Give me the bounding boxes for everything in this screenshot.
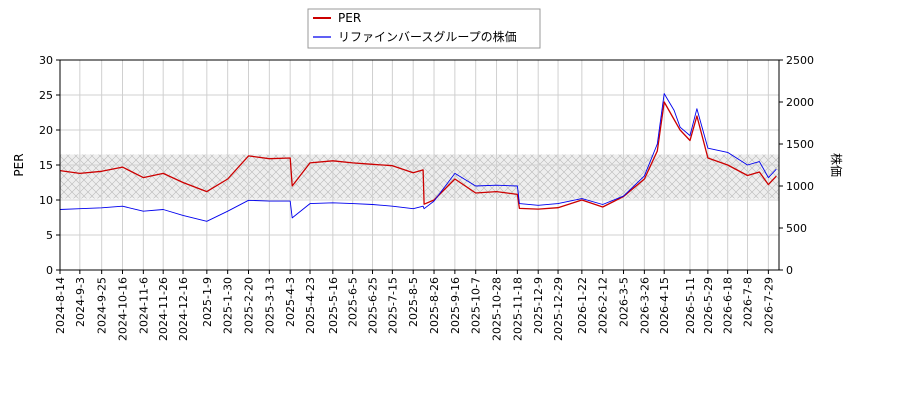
series-group — [59, 93, 777, 222]
y-left-tick-label: 15 — [39, 159, 53, 172]
x-tick-label: 2024-10-16 — [117, 277, 130, 341]
y-left-tick-label: 30 — [39, 54, 53, 67]
x-tick-label: 2026-1-22 — [576, 277, 589, 334]
x-tick-label: 2025-6-5 — [347, 277, 360, 327]
x-tick-label: 2026-3-26 — [638, 277, 651, 334]
y-right-tick-label: 2500 — [786, 54, 814, 67]
y-axis-left: 0 5 10 15 20 25 30 — [39, 54, 60, 277]
x-tick-label: 2025-6-25 — [367, 277, 380, 334]
x-tick-label: 2025-1-30 — [222, 277, 235, 334]
x-tick-label: 2024-11-6 — [137, 277, 150, 334]
x-tick-label: 2025-5-16 — [327, 277, 340, 334]
x-tick-label: 2026-5-11 — [684, 277, 697, 334]
legend-label-per: PER — [338, 11, 361, 25]
x-tick-label: 2025-10-7 — [470, 277, 483, 334]
x-tick-label: 2025-10-28 — [491, 277, 504, 341]
y-left-tick-label: 5 — [46, 229, 53, 242]
y-left-tick-label: 20 — [39, 124, 53, 137]
legend: PER リファインバースグループの株価 — [307, 8, 541, 49]
band-hatch — [60, 154, 779, 199]
x-tick-label: 2025-4-3 — [284, 277, 297, 327]
x-tick-label: 2025-4-23 — [304, 277, 317, 334]
x-tick-label: 2025-8-26 — [428, 277, 441, 334]
grid — [59, 59, 779, 271]
x-tick-label: 2026-5-29 — [702, 277, 715, 334]
x-tick-label: 2026-3-5 — [618, 277, 631, 327]
x-axis: 2024-8-14 2024-9-3 2024-9-25 2024-10-16 2024… — [54, 270, 775, 341]
x-tick-label: 2025-8-5 — [407, 277, 420, 327]
x-tick-label: 2025-11-18 — [511, 277, 524, 341]
x-tick-label: 2026-2-12 — [597, 277, 610, 334]
x-tick-label: 2025-2-20 — [243, 277, 256, 334]
x-tick-label: 2025-12-9 — [532, 277, 545, 334]
x-tick-label: 2026-7-8 — [742, 277, 755, 327]
y-axis-right-label: 株価 — [829, 153, 844, 177]
x-tick-label: 2026-6-18 — [722, 277, 735, 334]
y-left-tick-label: 10 — [39, 194, 53, 207]
x-tick-label: 2025-3-13 — [263, 277, 276, 334]
x-tick-label: 2024-11-26 — [157, 277, 170, 341]
x-tick-label: 2024-8-14 — [54, 277, 67, 334]
y-left-tick-label: 25 — [39, 89, 53, 102]
series-line-per — [59, 101, 777, 210]
y-right-tick-label: 0 — [786, 264, 793, 277]
x-tick-label: 2025-7-15 — [386, 277, 399, 334]
x-tick-label: 2026-7-29 — [762, 277, 775, 334]
y-right-tick-label: 1000 — [786, 180, 814, 193]
x-tick-label: 2024-9-25 — [96, 277, 109, 334]
y-right-tick-label: 1500 — [786, 138, 814, 151]
legend-label-price: リファインバースグループの株価 — [338, 29, 517, 44]
y-right-tick-label: 500 — [786, 222, 807, 235]
y-right-tick-label: 2000 — [786, 96, 814, 109]
y-axis-left-label: PER — [12, 153, 26, 176]
x-tick-label: 2024-9-3 — [74, 277, 87, 327]
reference-band — [60, 154, 779, 199]
x-tick-label: 2024-12-16 — [177, 277, 190, 341]
x-tick-label: 2025-1-9 — [201, 277, 214, 327]
legend-box — [307, 8, 541, 49]
y-left-tick-label: 0 — [46, 264, 53, 277]
y-axis-right: 0 500 1000 1500 2000 2500 — [779, 54, 814, 277]
x-tick-label: 2025-9-16 — [449, 277, 462, 334]
series-line-stock-price — [59, 93, 777, 222]
x-tick-label: 2026-4-15 — [658, 277, 671, 334]
x-tick-label: 2025-12-29 — [552, 277, 565, 341]
